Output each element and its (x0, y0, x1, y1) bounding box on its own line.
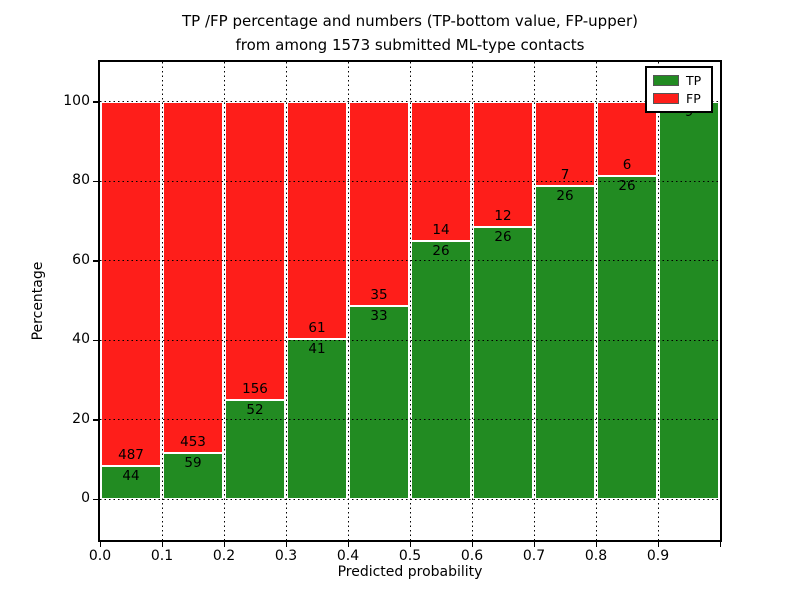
y-tick-label: 20 (72, 410, 90, 427)
x-tick-label: 0.8 (584, 548, 608, 564)
y-axis-label: Percentage (30, 261, 46, 341)
bar-segment-fp (597, 101, 657, 177)
legend-row-fp: FP (653, 92, 705, 105)
fp-count-label: 6 (622, 157, 632, 174)
plot-area: 44487594535215641613335261426122672669 (98, 60, 722, 542)
fp-count-label: 35 (370, 287, 388, 304)
x-tick-mark (471, 542, 473, 547)
x-tick-label: 0.4 (336, 548, 360, 564)
y-tick-label: 100 (63, 92, 90, 109)
tp-count-label: 26 (618, 178, 636, 195)
x-tick-mark (409, 542, 411, 547)
fp-count-label: 12 (494, 208, 512, 225)
x-tick-mark (533, 542, 535, 547)
bar-segment-tp (163, 453, 223, 500)
tp-count-label: 26 (494, 229, 512, 246)
y-tick-mark (93, 339, 98, 342)
x-tick-label: 0.6 (460, 548, 484, 564)
vertical-gridline (161, 62, 163, 540)
y-tick-mark (93, 419, 98, 421)
horizontal-gridline (100, 339, 720, 341)
fp-count-label: 156 (242, 380, 268, 397)
legend-label-fp: FP (686, 91, 701, 106)
bar-segment-fp (163, 101, 223, 454)
tp-count-label: 44 (122, 468, 140, 485)
vertical-gridline (347, 62, 349, 540)
x-tick-mark (595, 542, 597, 547)
x-tick-mark (657, 542, 659, 547)
tp-count-label: 26 (556, 188, 574, 205)
vertical-gridline (595, 62, 597, 540)
y-tick-label: 0 (81, 490, 90, 507)
fp-count-label: 487 (118, 447, 144, 464)
bar-segment-tp (535, 186, 595, 500)
y-tick-label: 40 (72, 331, 90, 348)
x-tick-mark (223, 542, 225, 547)
legend-row-tp: TP (653, 74, 705, 87)
bar-segment-fp (101, 101, 161, 467)
y-tick-mark (93, 180, 98, 183)
bar-segment-fp (535, 101, 595, 186)
bar-segment-fp (349, 101, 409, 307)
x-axis-label: Predicted probability (337, 564, 483, 580)
tp-count-label: 26 (432, 242, 450, 259)
x-tick-mark (99, 542, 101, 547)
horizontal-gridline (100, 419, 720, 421)
bar-segment-fp (287, 101, 347, 340)
x-tick-mark (719, 542, 721, 547)
x-tick-mark (161, 542, 163, 547)
bar-segment-tp (225, 399, 285, 500)
vertical-gridline (533, 62, 535, 540)
bar-segment-tp (659, 101, 719, 500)
y-tick-label: 60 (72, 251, 90, 268)
y-tick-mark (93, 498, 98, 501)
legend-label-tp: TP (686, 73, 702, 88)
tp-count-label: 59 (184, 455, 202, 472)
bar-segment-tp (473, 227, 533, 500)
horizontal-gridline (100, 180, 720, 182)
vertical-gridline (409, 62, 411, 540)
y-tick-mark (93, 260, 98, 262)
x-tick-mark (347, 542, 349, 547)
x-tick-label: 0.0 (88, 548, 112, 564)
horizontal-gridline (100, 260, 720, 262)
bar-segment-fp (473, 101, 533, 228)
fp-count-label: 453 (180, 434, 206, 451)
bar-segment-tp (597, 176, 657, 500)
tp-count-label: 52 (246, 401, 264, 418)
chart-title: TP /FP percentage and numbers (TP-bottom… (98, 9, 722, 57)
legend: TP FP (645, 66, 713, 113)
chart-title-line1: TP /FP percentage and numbers (TP-bottom… (182, 12, 638, 30)
vertical-gridline (657, 62, 659, 540)
tp-count-label: 33 (370, 308, 388, 325)
horizontal-gridline (100, 498, 720, 500)
y-tick-mark (93, 101, 98, 103)
fp-count-label: 14 (432, 221, 450, 238)
fp-count-label: 61 (308, 320, 326, 337)
fp-color-swatch (653, 93, 679, 104)
x-tick-label: 0.9 (646, 548, 670, 564)
y-tick-label: 80 (72, 172, 90, 189)
x-tick-label: 0.1 (150, 548, 174, 564)
tp-color-swatch (653, 75, 679, 86)
horizontal-gridline (100, 101, 720, 103)
bar-segment-fp (225, 101, 285, 400)
bar-segment-tp (411, 240, 471, 500)
bar-segment-tp (101, 466, 161, 500)
x-tick-label: 0.7 (522, 548, 546, 564)
chart-title-line2: from among 1573 submitted ML-type contac… (235, 36, 585, 54)
x-tick-mark (285, 542, 287, 547)
vertical-gridline (471, 62, 473, 540)
bar-segment-fp (411, 101, 471, 241)
vertical-gridline (285, 62, 287, 540)
x-tick-label: 0.3 (274, 548, 298, 564)
x-tick-label: 0.5 (398, 548, 422, 564)
x-tick-label: 0.2 (212, 548, 236, 564)
tp-count-label: 41 (308, 341, 326, 358)
bar-segment-tp (349, 306, 409, 500)
vertical-gridline (223, 62, 225, 540)
fp-count-label: 7 (560, 167, 570, 184)
